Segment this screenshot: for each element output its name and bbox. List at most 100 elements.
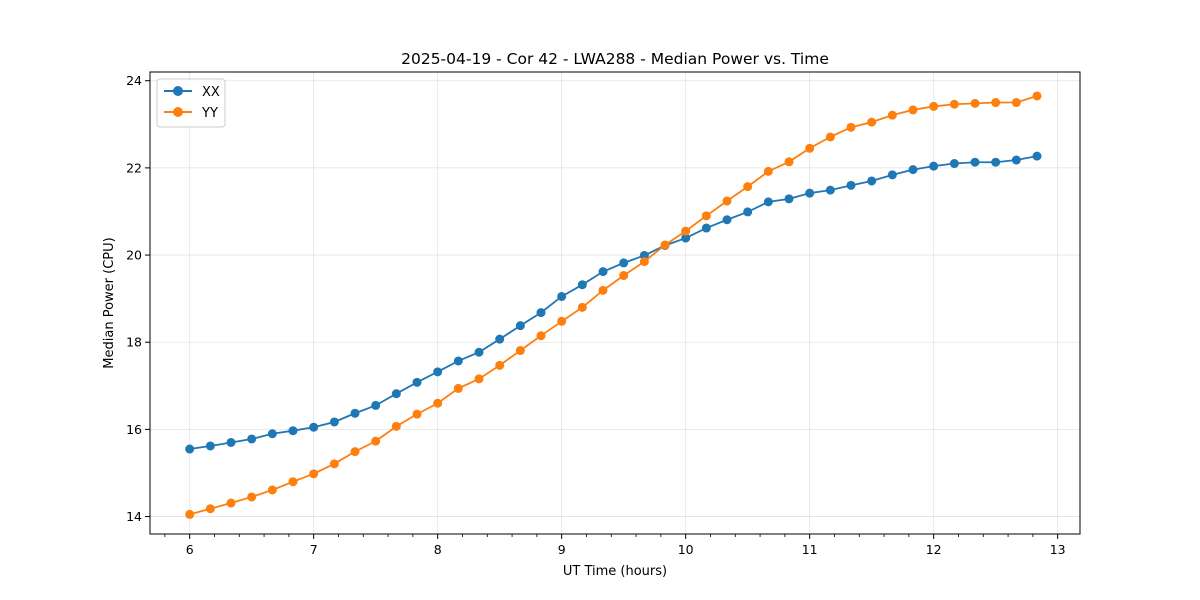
data-point-yy — [970, 98, 980, 108]
data-point-xx — [825, 185, 835, 195]
data-point-yy — [557, 316, 567, 326]
data-point-yy — [350, 447, 360, 457]
data-point-xx — [247, 434, 257, 444]
series-layer — [185, 91, 1042, 519]
data-point-xx — [681, 233, 691, 243]
data-point-xx — [1011, 155, 1021, 165]
y-axis: 14 16 18 20 22 24 — [126, 73, 150, 524]
data-point-yy — [887, 110, 897, 120]
data-point-yy — [371, 436, 381, 446]
data-point-xx — [350, 408, 360, 418]
data-point-xx — [867, 176, 877, 186]
y-tick-label: 20 — [126, 248, 142, 263]
data-point-xx — [970, 157, 980, 167]
x-tick-label: 8 — [434, 542, 442, 557]
data-point-yy — [309, 469, 319, 479]
data-point-yy — [619, 271, 629, 281]
data-point-xx — [329, 417, 339, 427]
data-point-yy — [908, 105, 918, 115]
chart-title: 2025-04-19 - Cor 42 - LWA288 - Median Po… — [401, 50, 829, 68]
data-point-xx — [412, 377, 422, 387]
y-tick-label: 18 — [126, 335, 142, 350]
data-point-yy — [329, 459, 339, 469]
x-tick-label: 10 — [678, 542, 694, 557]
data-point-xx — [598, 267, 608, 277]
data-point-xx — [619, 258, 629, 268]
data-point-yy — [701, 211, 711, 221]
y-tick-label: 14 — [126, 509, 142, 524]
data-point-yy — [577, 302, 587, 312]
data-point-yy — [412, 409, 422, 419]
data-point-xx — [309, 422, 319, 432]
data-point-xx — [515, 321, 525, 331]
data-point-xx — [887, 170, 897, 180]
data-point-yy — [825, 132, 835, 142]
data-point-xx — [722, 215, 732, 225]
x-tick-label: 6 — [186, 542, 194, 557]
data-point-xx — [495, 334, 505, 344]
y-tick-label: 24 — [126, 73, 142, 88]
data-point-xx — [763, 197, 773, 207]
data-point-yy — [805, 143, 815, 153]
data-point-xx — [577, 280, 587, 290]
data-point-yy — [536, 331, 546, 341]
data-point-xx — [288, 426, 298, 436]
data-point-yy — [1032, 91, 1042, 101]
data-point-yy — [929, 101, 939, 111]
x-tick-label: 7 — [310, 542, 318, 557]
data-point-xx — [205, 441, 215, 451]
data-point-yy — [391, 421, 401, 431]
data-point-yy — [247, 492, 257, 502]
plot-frame — [149, 71, 1081, 535]
data-point-yy — [205, 504, 215, 514]
data-point-yy — [660, 240, 670, 250]
data-point-xx — [929, 161, 939, 171]
data-point-yy — [185, 509, 195, 519]
y-tick-label: 22 — [126, 160, 142, 175]
data-point-yy — [598, 285, 608, 295]
data-point-yy — [474, 374, 484, 384]
data-point-yy — [763, 166, 773, 176]
data-point-xx — [185, 444, 195, 454]
legend: XX YY — [156, 78, 226, 128]
data-point-yy — [846, 122, 856, 132]
y-axis-label: Median Power (CPU) — [102, 237, 117, 368]
x-tick-label: 13 — [1050, 542, 1066, 557]
data-point-xx — [949, 159, 959, 169]
data-point-xx — [991, 157, 1001, 167]
data-point-yy — [867, 117, 877, 127]
x-tick-label: 11 — [802, 542, 818, 557]
legend-label-xx: XX — [202, 85, 220, 100]
data-point-yy — [433, 398, 443, 408]
data-point-xx — [846, 180, 856, 190]
data-point-xx — [453, 356, 463, 366]
data-point-xx — [557, 291, 567, 301]
x-axis: 6 7 8 9 10 11 12 13 — [164, 534, 1066, 557]
data-point-xx — [805, 188, 815, 198]
data-point-yy — [226, 498, 236, 508]
data-point-xx — [784, 194, 794, 204]
data-point-xx — [474, 347, 484, 357]
data-point-xx — [226, 437, 236, 447]
data-point-yy — [639, 257, 649, 267]
data-point-xx — [536, 308, 546, 318]
legend-marker-xx — [173, 86, 183, 96]
data-point-yy — [743, 182, 753, 192]
data-point-yy — [991, 98, 1001, 108]
data-point-yy — [722, 196, 732, 206]
data-point-yy — [949, 99, 959, 109]
x-axis-label: UT Time (hours) — [563, 564, 667, 579]
data-point-xx — [267, 429, 277, 439]
x-tick-label: 9 — [558, 542, 566, 557]
data-point-yy — [453, 383, 463, 393]
data-point-yy — [1011, 98, 1021, 108]
data-point-xx — [908, 165, 918, 175]
data-point-yy — [515, 346, 525, 356]
x-tick-label: 12 — [926, 542, 942, 557]
data-point-yy — [681, 226, 691, 236]
data-point-yy — [495, 360, 505, 370]
data-point-xx — [433, 367, 443, 377]
data-point-xx — [1032, 151, 1042, 161]
data-point-yy — [267, 485, 277, 495]
legend-marker-yy — [173, 107, 183, 117]
